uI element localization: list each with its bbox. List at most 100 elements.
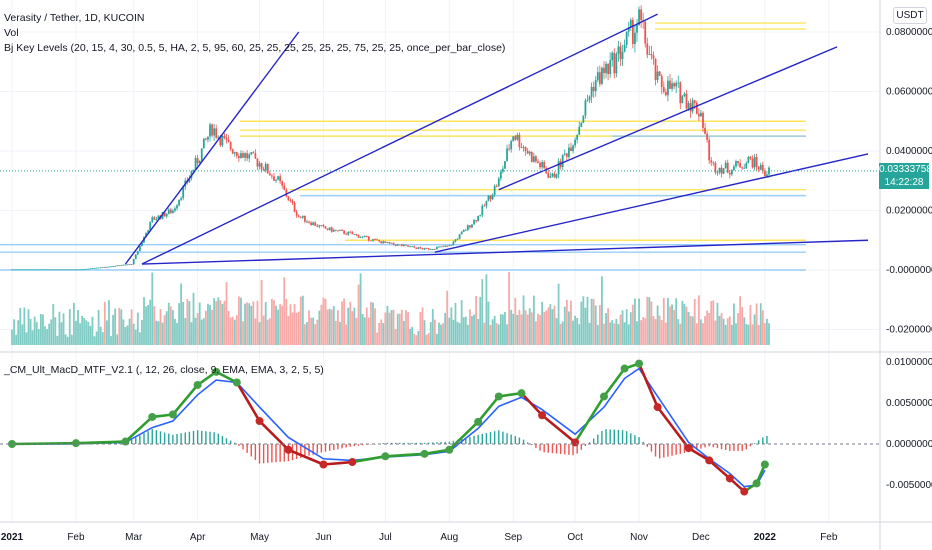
- candle-body: [297, 215, 300, 217]
- volume-bar: [704, 316, 706, 345]
- volume-bar: [174, 318, 176, 345]
- candle-body: [462, 230, 465, 232]
- histogram-bar: [423, 442, 426, 444]
- volume-bar: [679, 323, 682, 345]
- volume-bar: [357, 284, 360, 345]
- histogram-bar: [597, 434, 599, 444]
- time-tick-label: May: [250, 532, 269, 543]
- candle-body: [714, 162, 717, 173]
- volume-bar: [609, 322, 612, 345]
- volume-bar: [693, 298, 696, 345]
- candle-body: [128, 264, 131, 265]
- volume-bar: [64, 334, 67, 345]
- volume-bar: [590, 298, 593, 345]
- volume-bar: [171, 310, 174, 345]
- candle-body: [365, 236, 368, 237]
- volume-bar: [153, 306, 156, 345]
- volume-bar: [157, 321, 160, 345]
- candle-body: [194, 158, 197, 170]
- candle-body: [89, 268, 92, 270]
- candle-body: [419, 247, 422, 249]
- histogram-bar: [163, 432, 166, 444]
- histogram-bar: [353, 444, 356, 447]
- histogram-bar: [568, 444, 570, 455]
- histogram-bar: [559, 444, 562, 454]
- candle-body: [627, 27, 630, 32]
- candle-body: [652, 55, 655, 59]
- volume-bar: [186, 298, 189, 345]
- volume-bar: [264, 302, 267, 345]
- volume-bar: [761, 310, 764, 345]
- volume-bar: [303, 324, 306, 345]
- volume-bar: [165, 311, 168, 345]
- volume-bar: [504, 312, 506, 345]
- volume-bar: [169, 306, 172, 345]
- key-levels-indicator-label[interactable]: Bj Key Levels (20, 15, 4, 30, 0.5, 5, HA…: [4, 42, 506, 54]
- candle-body: [648, 54, 651, 55]
- candle-body: [353, 234, 356, 235]
- histogram-bar: [481, 433, 483, 444]
- volume-bar: [555, 318, 558, 345]
- candle-body: [31, 269, 34, 271]
- volume-bars: [11, 271, 770, 345]
- candle-body: [204, 138, 207, 140]
- volume-bar: [650, 301, 653, 345]
- candle-body: [287, 196, 290, 201]
- candle-body: [72, 269, 75, 271]
- candle-body: [640, 9, 643, 21]
- candle-body: [477, 216, 480, 222]
- histogram-bar: [712, 444, 715, 448]
- cross-dot: [653, 403, 662, 412]
- candle-body: [198, 160, 201, 164]
- volume-bar: [370, 301, 372, 345]
- volume-bar: [320, 304, 323, 345]
- candle-body: [697, 113, 700, 117]
- candle-body: [557, 161, 560, 175]
- histogram-bar: [658, 444, 661, 459]
- candle-body: [549, 176, 552, 178]
- volume-bar: [215, 301, 218, 345]
- volume-indicator-label[interactable]: Vol: [4, 27, 19, 39]
- volume-bar: [580, 301, 583, 345]
- volume-bar: [466, 324, 469, 345]
- histogram-bar: [485, 432, 488, 444]
- histogram-bar: [324, 444, 327, 452]
- histogram-bar: [250, 444, 252, 457]
- candle-body: [594, 80, 597, 92]
- volume-bar: [141, 319, 143, 345]
- candle-body: [621, 51, 624, 60]
- candle-body: [710, 160, 713, 163]
- symbol-title[interactable]: Verasity / Tether, 1D, KUCOIN: [4, 12, 145, 24]
- volume-bar: [108, 300, 110, 345]
- histogram-bar: [757, 440, 760, 444]
- volume-bar: [514, 297, 517, 345]
- histogram-bar: [320, 444, 323, 453]
- volume-bar: [415, 335, 418, 345]
- volume-bar: [130, 309, 133, 345]
- histogram-bar: [531, 444, 533, 446]
- candle-body: [355, 234, 358, 235]
- histogram-bar: [543, 444, 545, 453]
- candle-body: [35, 269, 38, 271]
- volume-bar: [526, 314, 529, 345]
- macd-indicator-label[interactable]: _CM_Ult_MacD_MTF_V2.1 (, 12, 26, close, …: [4, 364, 324, 376]
- candle-body: [747, 156, 750, 163]
- volume-bar: [182, 302, 185, 345]
- histogram-bar: [564, 444, 566, 455]
- volume-bar: [54, 317, 57, 345]
- currency-button[interactable]: USDT: [893, 7, 927, 24]
- histogram-bar: [246, 444, 248, 453]
- histogram-bar: [675, 444, 677, 455]
- volume-bar: [716, 302, 719, 345]
- histogram-bar: [716, 444, 719, 449]
- candle-body: [708, 139, 711, 161]
- candle-body: [240, 153, 242, 159]
- volume-bar: [122, 319, 125, 345]
- histogram-bar: [667, 444, 669, 457]
- cross-dot: [752, 479, 761, 488]
- candle-body: [675, 82, 678, 87]
- volume-bar: [450, 307, 453, 345]
- histogram-bar: [357, 444, 360, 446]
